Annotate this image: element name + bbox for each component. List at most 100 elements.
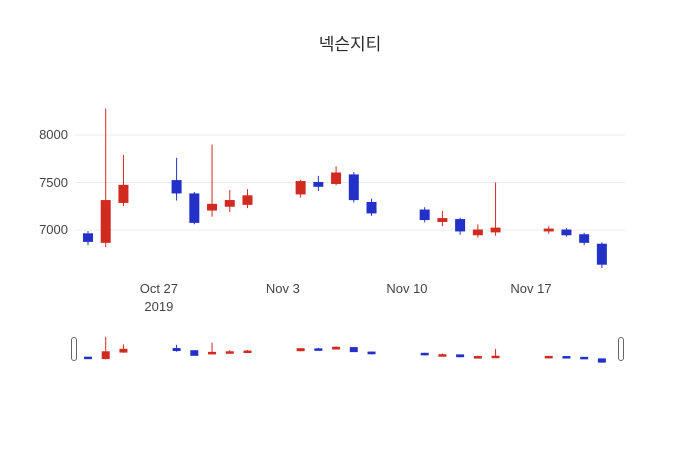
candle-body xyxy=(596,243,607,265)
mini-candle-body xyxy=(580,356,589,360)
x-tick-label: Oct 27 2019 xyxy=(119,280,199,316)
rangeslider-handle-left[interactable] xyxy=(71,337,77,361)
candle-body xyxy=(419,209,430,221)
candle xyxy=(348,172,359,203)
mini-candle xyxy=(420,352,429,356)
mini-candle-body xyxy=(296,348,305,352)
mini-candle xyxy=(84,356,92,360)
rangeslider-candles xyxy=(84,336,606,363)
candle-body xyxy=(118,184,129,203)
candle-body xyxy=(348,174,359,201)
mini-candle-body xyxy=(119,348,128,353)
mini-candle-body xyxy=(491,355,500,359)
candle-body xyxy=(171,180,182,194)
y-tick-label: 7000 xyxy=(39,222,68,237)
mini-candle xyxy=(332,346,341,350)
mini-candle-body xyxy=(473,356,482,359)
candle xyxy=(295,179,306,198)
candle-body xyxy=(331,172,342,184)
candle xyxy=(596,242,607,268)
mini-candle xyxy=(491,348,500,359)
candle xyxy=(242,189,253,209)
x-tick-year: 2019 xyxy=(144,299,174,314)
candle xyxy=(224,190,235,212)
candle xyxy=(543,226,554,234)
mini-candle xyxy=(296,348,305,352)
mini-candle-body xyxy=(225,351,234,354)
mini-candle xyxy=(544,355,553,359)
y-tick-label: 8000 xyxy=(39,127,68,142)
mini-candle-body xyxy=(562,356,571,359)
mini-candle xyxy=(119,344,128,353)
candle xyxy=(83,230,93,246)
x-tick-label: Nov 10 xyxy=(367,280,447,298)
x-tick-label: Nov 17 xyxy=(491,280,571,298)
candle xyxy=(455,217,466,235)
candle-body xyxy=(561,229,572,236)
mini-candle-body xyxy=(456,354,465,358)
mini-candle xyxy=(367,351,376,355)
candle xyxy=(561,228,572,237)
x-tick-date: Nov 3 xyxy=(265,281,300,296)
mini-candle-body xyxy=(172,348,181,352)
x-tick-label: Nov 3 xyxy=(243,280,323,298)
candle xyxy=(579,232,590,246)
mini-candle xyxy=(438,353,447,357)
mini-candle xyxy=(101,336,110,360)
candle xyxy=(437,211,448,227)
y-tick-label: 7500 xyxy=(39,174,68,190)
mini-candle-body xyxy=(597,358,606,363)
mini-candle-body xyxy=(438,354,447,357)
candle-body xyxy=(207,203,218,211)
candle xyxy=(189,192,200,225)
candle-body xyxy=(543,228,554,232)
candle-body xyxy=(295,181,306,195)
mini-candle xyxy=(314,347,323,351)
mini-candle xyxy=(190,350,199,356)
candle xyxy=(331,166,342,186)
mini-candle-body xyxy=(84,356,92,360)
x-tick-date: Nov 17 xyxy=(510,281,552,296)
candle-body xyxy=(455,219,466,232)
candle-body xyxy=(242,195,253,205)
mini-candle xyxy=(225,350,234,354)
candle-body xyxy=(100,200,111,243)
candles xyxy=(83,108,607,268)
mini-candle-body xyxy=(190,350,199,356)
candle xyxy=(100,108,111,248)
mini-candle xyxy=(456,354,465,358)
mini-candle xyxy=(597,358,606,363)
candle-body xyxy=(366,201,377,214)
mini-candle-body xyxy=(420,352,429,356)
mini-candle-body xyxy=(332,346,341,350)
candle-body xyxy=(313,182,324,187)
candle-body xyxy=(490,227,501,233)
candle xyxy=(118,154,129,207)
candle-body xyxy=(437,218,448,222)
mini-candle xyxy=(562,356,571,359)
mini-candle-body xyxy=(101,351,110,360)
candle-body xyxy=(224,200,235,207)
x-tick-date: Nov 10 xyxy=(386,281,428,296)
mini-candle-body xyxy=(544,355,553,359)
candle-body xyxy=(472,229,483,236)
candle xyxy=(366,198,377,216)
candle-body xyxy=(189,193,200,223)
candle-body xyxy=(83,233,93,242)
mini-candle xyxy=(208,342,217,355)
rangeslider-handle-right[interactable] xyxy=(618,337,624,361)
candle xyxy=(207,144,218,217)
candle-body xyxy=(579,234,590,243)
candle xyxy=(313,175,324,192)
mini-candle-body xyxy=(208,351,217,355)
mini-candle xyxy=(243,349,252,354)
mini-candle-body xyxy=(314,348,323,351)
mini-candle xyxy=(580,356,589,360)
mini-candle xyxy=(172,344,181,352)
mini-candle-body xyxy=(243,350,252,354)
candle xyxy=(419,207,430,223)
mini-candle-body xyxy=(349,347,358,353)
candle xyxy=(171,157,182,201)
